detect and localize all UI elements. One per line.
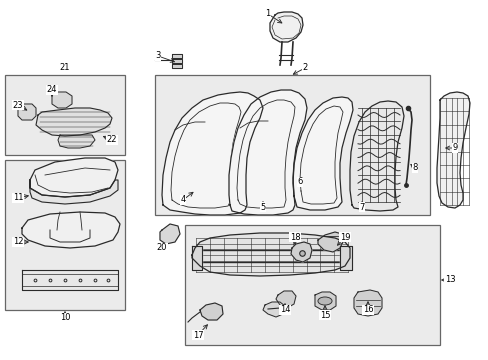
Text: 18: 18 bbox=[289, 233, 300, 242]
Text: 22: 22 bbox=[106, 135, 117, 144]
Polygon shape bbox=[58, 135, 95, 148]
Polygon shape bbox=[263, 302, 285, 317]
Text: 8: 8 bbox=[411, 163, 417, 172]
Bar bbox=[155, 75, 429, 215]
Text: 3: 3 bbox=[155, 51, 161, 60]
Text: 5: 5 bbox=[260, 202, 265, 211]
Text: 12: 12 bbox=[13, 238, 23, 247]
Polygon shape bbox=[30, 180, 118, 204]
Polygon shape bbox=[317, 232, 343, 252]
Text: 7: 7 bbox=[359, 202, 364, 211]
Text: 6: 6 bbox=[297, 177, 302, 186]
Polygon shape bbox=[172, 54, 182, 58]
Text: 1: 1 bbox=[265, 9, 270, 18]
Polygon shape bbox=[290, 242, 311, 262]
Polygon shape bbox=[30, 158, 118, 197]
Bar bbox=[5, 75, 125, 155]
Polygon shape bbox=[200, 303, 223, 320]
Text: 19: 19 bbox=[339, 233, 349, 242]
Text: 13: 13 bbox=[444, 275, 454, 284]
Text: 14: 14 bbox=[279, 306, 290, 315]
Polygon shape bbox=[172, 64, 182, 68]
Text: 17: 17 bbox=[192, 330, 203, 339]
Bar bbox=[184, 225, 439, 345]
Polygon shape bbox=[160, 224, 180, 244]
Polygon shape bbox=[228, 90, 306, 215]
Text: 16: 16 bbox=[362, 306, 372, 315]
Polygon shape bbox=[162, 92, 263, 215]
Text: 9: 9 bbox=[451, 144, 457, 153]
Text: 4: 4 bbox=[180, 195, 185, 204]
Polygon shape bbox=[18, 104, 36, 120]
Polygon shape bbox=[52, 92, 72, 108]
Polygon shape bbox=[275, 291, 295, 308]
Polygon shape bbox=[339, 246, 351, 270]
Text: 10: 10 bbox=[60, 314, 70, 323]
Text: 15: 15 bbox=[319, 310, 329, 320]
Polygon shape bbox=[36, 108, 112, 136]
Text: 24: 24 bbox=[47, 85, 57, 94]
Polygon shape bbox=[192, 246, 202, 270]
Polygon shape bbox=[349, 101, 403, 211]
Polygon shape bbox=[436, 92, 469, 208]
Polygon shape bbox=[192, 233, 349, 276]
Text: 23: 23 bbox=[13, 100, 23, 109]
Polygon shape bbox=[292, 97, 352, 210]
Polygon shape bbox=[172, 59, 182, 63]
Text: 11: 11 bbox=[13, 194, 23, 202]
Bar bbox=[5, 160, 125, 310]
Text: 2: 2 bbox=[302, 63, 307, 72]
Polygon shape bbox=[22, 212, 120, 248]
Polygon shape bbox=[22, 270, 118, 290]
Ellipse shape bbox=[317, 297, 331, 305]
Polygon shape bbox=[269, 12, 303, 42]
Text: 21: 21 bbox=[60, 63, 70, 72]
Polygon shape bbox=[314, 292, 335, 310]
Text: 20: 20 bbox=[157, 243, 167, 252]
Polygon shape bbox=[353, 290, 381, 316]
